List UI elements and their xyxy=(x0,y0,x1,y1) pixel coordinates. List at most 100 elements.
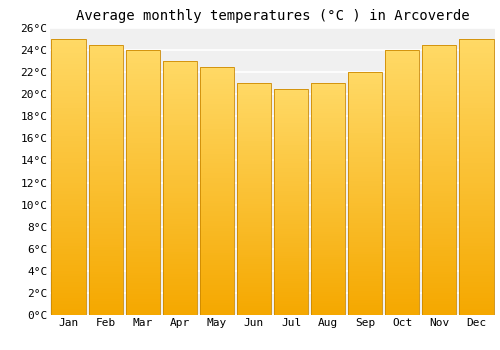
Bar xyxy=(162,61,197,64)
Bar xyxy=(200,139,234,141)
Bar xyxy=(460,158,494,160)
Bar xyxy=(385,212,420,214)
Bar xyxy=(52,149,86,152)
Bar xyxy=(200,154,234,156)
Bar xyxy=(422,280,456,282)
Bar xyxy=(88,115,122,118)
Bar xyxy=(422,272,456,274)
Bar xyxy=(311,282,345,285)
Bar xyxy=(52,64,86,66)
Bar xyxy=(52,287,86,290)
Bar xyxy=(348,220,382,223)
Bar xyxy=(237,183,271,185)
Bar xyxy=(126,130,160,132)
Bar xyxy=(348,142,382,145)
Bar xyxy=(385,312,420,315)
Bar xyxy=(88,185,122,188)
Bar xyxy=(274,236,308,238)
Bar xyxy=(126,190,160,193)
Bar xyxy=(52,254,86,257)
Bar xyxy=(162,183,197,186)
Bar xyxy=(52,262,86,265)
Bar xyxy=(126,127,160,130)
Bar xyxy=(88,102,122,104)
Bar xyxy=(52,113,86,116)
Bar xyxy=(88,258,122,261)
Bar xyxy=(237,92,271,95)
Bar xyxy=(311,289,345,292)
Bar xyxy=(274,100,308,102)
Bar xyxy=(237,275,271,278)
Bar xyxy=(274,148,308,150)
Bar xyxy=(460,218,494,221)
Bar xyxy=(52,293,86,296)
Bar xyxy=(385,278,420,281)
Bar xyxy=(274,292,308,295)
Bar xyxy=(88,150,122,153)
Bar xyxy=(311,95,345,97)
Bar xyxy=(52,147,86,149)
Bar xyxy=(237,285,271,287)
Bar xyxy=(126,233,160,236)
Bar xyxy=(311,136,345,139)
Bar xyxy=(88,242,122,245)
Bar xyxy=(422,282,456,285)
Bar xyxy=(237,208,271,211)
Bar xyxy=(422,247,456,250)
Bar xyxy=(52,252,86,254)
Bar xyxy=(88,293,122,296)
Bar xyxy=(88,112,122,115)
Bar xyxy=(237,120,271,122)
Bar xyxy=(348,308,382,310)
Bar xyxy=(311,158,345,160)
Bar xyxy=(460,202,494,205)
Bar xyxy=(200,168,234,171)
Bar xyxy=(311,243,345,245)
Bar xyxy=(348,152,382,155)
Bar xyxy=(460,61,494,64)
Bar xyxy=(200,251,234,253)
Bar xyxy=(237,132,271,134)
Bar xyxy=(200,268,234,270)
Bar xyxy=(460,285,494,287)
Bar xyxy=(460,196,494,199)
Bar xyxy=(88,274,122,277)
Bar xyxy=(422,218,456,220)
Bar xyxy=(422,296,456,299)
Bar xyxy=(200,176,234,178)
Bar xyxy=(460,103,494,105)
Bar xyxy=(52,39,86,315)
Bar xyxy=(200,233,234,236)
Bar xyxy=(52,249,86,252)
Bar xyxy=(162,178,197,181)
Bar xyxy=(422,229,456,231)
Bar xyxy=(162,102,197,104)
Bar xyxy=(237,113,271,116)
Bar xyxy=(460,307,494,309)
Bar xyxy=(162,221,197,224)
Bar xyxy=(348,211,382,213)
Bar xyxy=(88,118,122,120)
Bar xyxy=(88,82,122,85)
Bar xyxy=(348,216,382,218)
Bar xyxy=(311,185,345,188)
Bar xyxy=(162,114,197,117)
Bar xyxy=(274,276,308,279)
Bar xyxy=(348,271,382,274)
Bar xyxy=(162,82,197,84)
Bar xyxy=(52,94,86,97)
Bar xyxy=(162,279,197,282)
Bar xyxy=(237,236,271,238)
Bar xyxy=(200,206,234,208)
Bar xyxy=(52,103,86,105)
Bar xyxy=(385,50,420,315)
Bar xyxy=(348,164,382,167)
Bar xyxy=(385,257,420,259)
Bar xyxy=(126,267,160,270)
Bar xyxy=(422,226,456,229)
Bar xyxy=(88,261,122,264)
Bar xyxy=(126,66,160,69)
Bar xyxy=(200,161,234,163)
Bar xyxy=(162,287,197,289)
Bar xyxy=(274,267,308,270)
